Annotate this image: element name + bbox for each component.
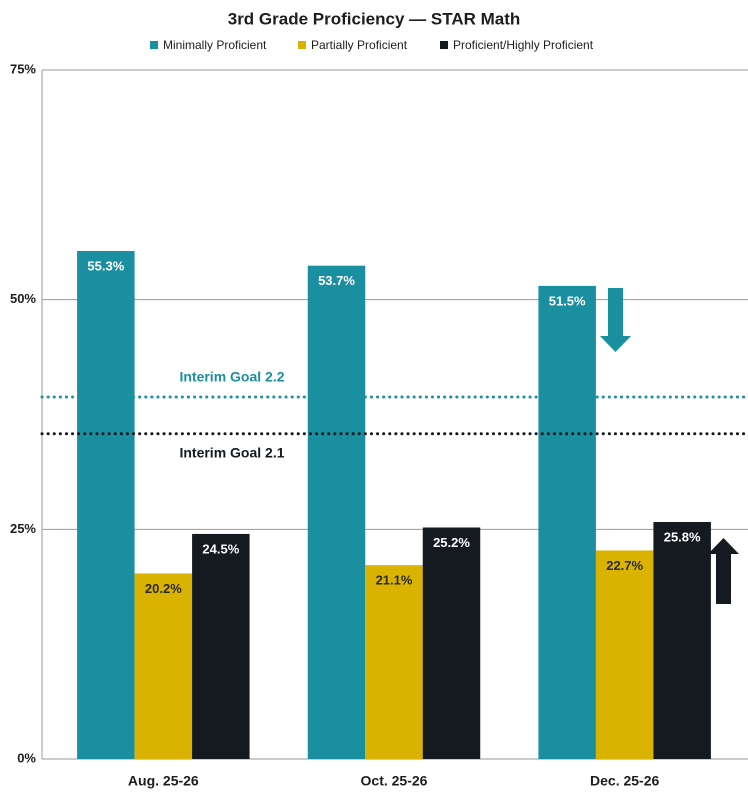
value-label: 51.5% [549, 293, 586, 308]
legend-swatch [150, 41, 158, 49]
bar [307, 265, 366, 759]
bar [422, 527, 481, 759]
legend-label: Partially Proficient [311, 38, 408, 52]
down-arrow [600, 288, 631, 352]
y-tick-label: 75% [10, 61, 36, 76]
value-label: 25.8% [664, 529, 701, 544]
value-label: 24.5% [202, 541, 239, 556]
bar [653, 521, 711, 759]
value-label: 53.7% [318, 273, 355, 288]
value-label: 20.2% [145, 581, 182, 596]
bar [134, 573, 193, 759]
bar [365, 565, 423, 759]
legend-swatch [440, 41, 448, 49]
y-tick-label: 0% [17, 750, 36, 765]
bar [77, 250, 135, 759]
legend-label: Minimally Proficient [163, 38, 267, 52]
x-tick-label: Dec. 25-26 [590, 773, 659, 789]
bar [595, 550, 654, 759]
goal-label: Interim Goal 2.1 [179, 444, 284, 460]
x-tick-label: Aug. 25-26 [128, 773, 199, 789]
bar [538, 285, 596, 759]
y-tick-label: 25% [10, 521, 36, 536]
goal-label: Interim Goal 2.2 [179, 369, 284, 385]
chart-title: 3rd Grade Proficiency — STAR Math [228, 9, 521, 28]
bar [192, 533, 250, 759]
value-label: 55.3% [87, 258, 124, 273]
value-label: 21.1% [376, 573, 413, 588]
value-label: 25.2% [433, 535, 470, 550]
legend-swatch [298, 41, 306, 49]
value-label: 22.7% [606, 558, 643, 573]
legend-label: Proficient/Highly Proficient [453, 38, 594, 52]
x-tick-label: Oct. 25-26 [361, 773, 428, 789]
y-tick-label: 50% [10, 291, 36, 306]
up-arrow [708, 538, 739, 604]
